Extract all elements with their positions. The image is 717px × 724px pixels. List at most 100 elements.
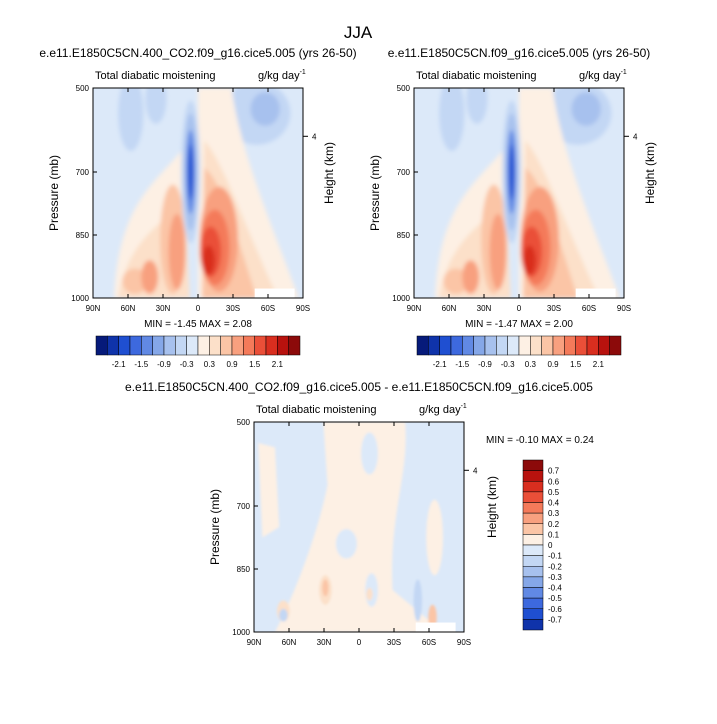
field-patch bbox=[122, 268, 148, 294]
x-tick-label: 30N bbox=[317, 638, 332, 647]
field-patch bbox=[466, 88, 488, 124]
field-patch bbox=[145, 88, 167, 124]
colorbar-swatch bbox=[186, 335, 199, 356]
y-tick-label: 700 bbox=[76, 168, 90, 177]
min-max-text: MIN = -0.10 MAX = 0.24 bbox=[486, 435, 594, 446]
colorbar-swatch bbox=[107, 335, 119, 356]
panel-title: e.e11.E1850C5CN.400_CO2.f09_g16.cice5.00… bbox=[125, 380, 593, 394]
field-patch bbox=[188, 144, 194, 200]
colorbar-swatch bbox=[598, 335, 610, 356]
colorbar-swatch bbox=[552, 335, 565, 356]
colorbar-label: 1.5 bbox=[249, 360, 261, 369]
contour-field bbox=[414, 88, 624, 298]
colorbar-swatch bbox=[277, 335, 289, 356]
colorbar-swatch bbox=[496, 335, 508, 356]
field-patch bbox=[322, 579, 329, 597]
colorbar-label: 0.9 bbox=[226, 360, 238, 369]
x-tick-label: 30N bbox=[156, 304, 171, 313]
colorbar-swatch bbox=[265, 335, 278, 356]
y-axis-label: Pressure (mb) bbox=[47, 155, 61, 231]
colorbar-swatch bbox=[518, 335, 531, 356]
panel-units-exponent: -1 bbox=[300, 69, 306, 76]
colorbar-swatch bbox=[243, 335, 255, 356]
colorbar-swatch bbox=[152, 335, 165, 356]
colorbar-label: -0.9 bbox=[157, 360, 171, 369]
colorbar-swatch bbox=[530, 335, 542, 356]
colorbar-label: 0.1 bbox=[548, 530, 560, 539]
right-axis-label: Height (km) bbox=[322, 142, 336, 204]
colorbar-swatch bbox=[484, 335, 497, 356]
colorbar-label: 0.7 bbox=[548, 467, 560, 476]
colorbar-swatch bbox=[450, 335, 463, 356]
panel-units-exponent: -1 bbox=[461, 403, 467, 410]
y-tick-label: 850 bbox=[397, 231, 411, 240]
right-tick-label: 4 bbox=[312, 132, 317, 141]
colorbar-label: 2.1 bbox=[593, 360, 605, 369]
field-layers bbox=[258, 422, 443, 632]
colorbar-swatch bbox=[522, 619, 544, 631]
x-tick-label: 90S bbox=[457, 638, 471, 647]
colorbar-label: 0.5 bbox=[548, 488, 560, 497]
field-patch bbox=[366, 587, 373, 601]
colorbar-label: 0.6 bbox=[548, 477, 560, 486]
colorbar-label: -0.1 bbox=[548, 552, 562, 561]
colorbar-swatch bbox=[462, 335, 474, 356]
colorbar-swatch bbox=[522, 587, 544, 599]
colorbar-swatch bbox=[522, 555, 544, 567]
y-axis-label: Pressure (mb) bbox=[208, 489, 222, 565]
colorbar-label: -0.3 bbox=[501, 360, 515, 369]
x-tick-label: 30S bbox=[547, 304, 561, 313]
y-tick-label: 1000 bbox=[392, 294, 410, 303]
panel-units: g/kg day-1 bbox=[258, 69, 306, 82]
y-axis-label: Pressure (mb) bbox=[368, 155, 382, 231]
field-patch bbox=[202, 245, 215, 275]
colorbar-label: -1.5 bbox=[455, 360, 469, 369]
missing-data bbox=[575, 288, 616, 298]
field-patch bbox=[509, 144, 515, 200]
colorbar-label: -2.1 bbox=[112, 360, 126, 369]
min-max-text: MIN = -1.47 MAX = 2.00 bbox=[465, 319, 573, 330]
x-tick-label: 0 bbox=[357, 638, 362, 647]
colorbar-swatch bbox=[522, 576, 544, 588]
colorbar-swatch bbox=[141, 335, 153, 356]
colorbar-swatch bbox=[522, 534, 544, 546]
x-tick-label: 90N bbox=[247, 638, 262, 647]
colorbar-swatch bbox=[220, 335, 233, 356]
x-tick-label: 0 bbox=[196, 304, 201, 313]
colorbar-label: 0.3 bbox=[525, 360, 537, 369]
field-patch bbox=[118, 88, 144, 151]
colorbar-label: 2.1 bbox=[272, 360, 284, 369]
colorbar-swatch bbox=[416, 335, 429, 356]
colorbar-swatch bbox=[197, 335, 210, 356]
x-tick-label: 30S bbox=[226, 304, 240, 313]
x-tick-label: 60N bbox=[121, 304, 136, 313]
colorbar-swatch bbox=[95, 335, 108, 356]
panel-title: e.e11.E1850C5CN.f09_g16.cice5.005 (yrs 2… bbox=[388, 46, 651, 60]
colorbar-label: 0.9 bbox=[547, 360, 559, 369]
right-axis-label: Height (km) bbox=[485, 476, 499, 538]
y-tick-label: 1000 bbox=[71, 294, 89, 303]
colorbar-swatch bbox=[522, 481, 544, 493]
field-patch bbox=[443, 268, 469, 294]
colorbar-swatch bbox=[129, 335, 142, 356]
field-patch bbox=[168, 214, 186, 290]
contour-field bbox=[254, 422, 464, 632]
y-tick-label: 500 bbox=[237, 418, 251, 427]
y-tick-label: 850 bbox=[237, 565, 251, 574]
colorbar-label: -0.3 bbox=[180, 360, 194, 369]
colorbar-label: 1.5 bbox=[570, 360, 582, 369]
field-layers bbox=[435, 88, 620, 298]
field-patch bbox=[413, 579, 422, 622]
colorbar-swatch bbox=[609, 335, 622, 356]
x-tick-label: 60N bbox=[282, 638, 297, 647]
x-tick-label: 90S bbox=[617, 304, 631, 313]
colorbar-label: 0.3 bbox=[548, 509, 560, 518]
colorbar-swatch bbox=[522, 512, 544, 524]
colorbar-swatch bbox=[288, 335, 301, 356]
y-tick-label: 700 bbox=[397, 168, 411, 177]
field-patch bbox=[426, 499, 443, 576]
colorbar-swatch bbox=[522, 608, 544, 620]
colorbar-label: -0.2 bbox=[548, 562, 562, 571]
y-tick-label: 500 bbox=[397, 84, 411, 93]
